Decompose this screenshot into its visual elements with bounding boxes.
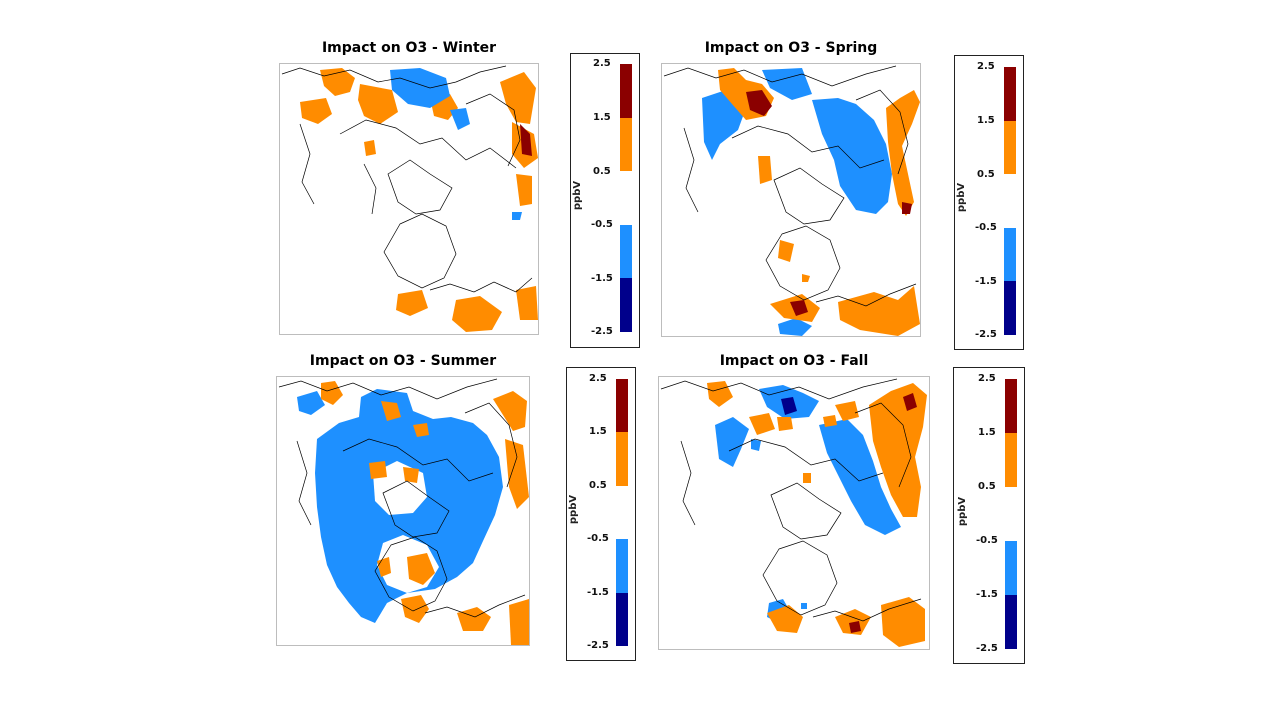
colorbar-tick: -2.5: [975, 329, 997, 340]
colorbar-winter: [620, 64, 632, 332]
colorbar-spring: [1004, 67, 1016, 335]
colorbar-unit-label: ppbV: [957, 496, 969, 527]
colorbar-tick: 2.5: [589, 373, 607, 384]
map-winter: [279, 63, 539, 335]
colorbar-tick: 2.5: [978, 373, 996, 384]
colorbar-tick: -0.5: [587, 533, 609, 544]
panel-title-winter: Impact on O3 - Winter: [321, 40, 497, 56]
colorbar-tick: -1.5: [591, 273, 613, 284]
colorbar-tick: -0.5: [976, 535, 998, 546]
panel-title-fall: Impact on O3 - Fall: [719, 353, 869, 369]
colorbar-frame-fall: 2.5 1.5 0.5 -0.5 -1.5 -2.5 ppbV: [953, 367, 1025, 664]
colorbar-tick: -2.5: [587, 640, 609, 651]
colorbar-tick: 0.5: [977, 169, 995, 180]
colorbar-summer: [616, 379, 628, 646]
colorbar-tick: -1.5: [975, 276, 997, 287]
map-summer: [276, 376, 530, 646]
colorbar-tick: 1.5: [977, 115, 995, 126]
panel-title-summer: Impact on O3 - Summer: [309, 353, 497, 369]
colorbar-frame-summer: 2.5 1.5 0.5 -0.5 -1.5 -2.5 ppbV: [566, 367, 636, 661]
colorbar-fall: [1005, 379, 1017, 649]
colorbar-tick: 2.5: [977, 61, 995, 72]
colorbar-tick: -0.5: [975, 222, 997, 233]
panel-title-spring: Impact on O3 - Spring: [704, 40, 878, 56]
colorbar-tick: 2.5: [593, 58, 611, 69]
colorbar-tick: -2.5: [976, 643, 998, 654]
colorbar-tick: 0.5: [589, 480, 607, 491]
colorbar-tick: 1.5: [978, 427, 996, 438]
colorbar-unit-label: ppbV: [956, 182, 968, 213]
colorbar-tick: 0.5: [593, 166, 611, 177]
colorbar-frame-winter: 2.5 1.5 0.5 -0.5 -1.5 -2.5 ppbV: [570, 53, 640, 348]
colorbar-frame-spring: 2.5 1.5 0.5 -0.5 -1.5 -2.5 ppbV: [954, 55, 1024, 350]
colorbar-unit-label: ppbV: [572, 180, 584, 211]
colorbar-tick: -0.5: [591, 219, 613, 230]
colorbar-tick: -1.5: [587, 587, 609, 598]
colorbar-unit-label: ppbV: [568, 494, 580, 525]
colorbar-tick: 1.5: [593, 112, 611, 123]
map-spring: [661, 63, 921, 337]
map-fall: [658, 376, 930, 650]
colorbar-tick: -2.5: [591, 326, 613, 337]
colorbar-tick: 1.5: [589, 426, 607, 437]
colorbar-tick: 0.5: [978, 481, 996, 492]
colorbar-tick: -1.5: [976, 589, 998, 600]
